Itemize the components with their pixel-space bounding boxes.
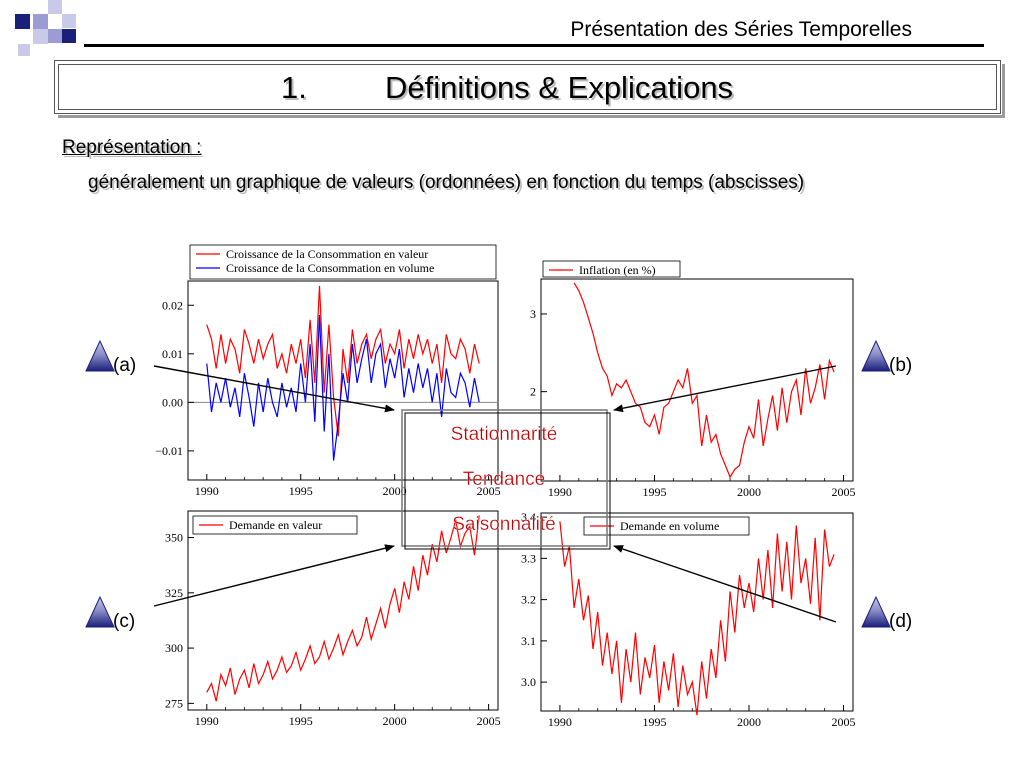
pyramid-icon [85,595,115,628]
pyramid-icon [861,339,891,372]
label-b: (b) [861,339,912,376]
center-box: Stationnarité Tendance Saisonnalité [401,409,611,550]
label-d-text: (d) [889,611,912,632]
header-title: Présentation des Séries Temporelles [570,18,912,41]
slide-title: Définitions & Explications [385,70,734,105]
y-tick-label: 3.0 [521,675,536,689]
x-tick-label: 1995 [289,484,313,498]
x-tick-label: 1995 [642,715,666,729]
x-tick-label: 2000 [737,715,761,729]
y-tick-label: 0.02 [162,298,183,312]
section-description: généralement un graphique de valeurs (or… [88,172,805,193]
center-box-item-tendance: Tendance [463,469,545,490]
arrows [153,365,837,623]
y-tick-label: 300 [165,641,183,655]
slide-number: 1. [281,70,307,105]
label-c-text: (c) [113,611,135,632]
x-tick-label: 2005 [832,485,856,499]
legend-box [189,244,497,280]
center-box-item-saisonnalite: Saisonnalité [452,514,556,535]
arrow-d [613,545,837,623]
series-line-b-0 [573,282,835,479]
y-tick-label: 3 [530,307,536,321]
label-c: (c) [85,595,135,632]
chart-a: 1990 1995 2000 2005 −0.01 0.00 0.01 0.02 Croissa… [155,244,501,498]
legend-entry: Demande en volume [620,519,719,533]
x-tick-label: 2005 [477,714,501,728]
legend-box [192,515,358,535]
y-tick-label: 0.01 [162,347,183,361]
legend-entry: Inflation (en %) [579,263,656,277]
x-tick-label: 1990 [195,484,219,498]
x-tick-label: 2000 [383,714,407,728]
label-b-text: (b) [889,355,912,376]
x-tick-label: 1990 [195,714,219,728]
label-a-text: (a) [113,355,136,376]
label-a: (a) [85,339,136,376]
x-tick-label: 1990 [548,485,572,499]
x-tick-label: 1990 [548,715,572,729]
chart-b: 1990 1995 2000 2005 2 3 Inflation (en %) [530,260,856,499]
series-line-a-1 [206,314,480,461]
arrow-a [153,365,395,413]
legend-entry: Demande en valeur [229,518,322,532]
series-line-c-0 [206,515,480,702]
title-box [53,59,1002,115]
x-tick-label: 2005 [477,484,501,498]
center-box-item-stationnarite: Stationnarité [451,424,558,445]
legend-entry: Croissance de la Consommation en volume [226,261,434,275]
x-tick-label: 2000 [737,485,761,499]
series-line-d-0 [559,521,835,716]
plot-frame [187,280,499,481]
y-tick-label: 3.2 [521,593,536,607]
legend-entry: Croissance de la Consommation en valeur [226,247,428,261]
label-d: (d) [861,595,912,632]
y-tick-label: 275 [165,696,183,710]
chart-d: 1990 1995 2000 2005 3.0 3.1 3.2 3.3 3.4 Demande e… [521,510,856,729]
y-tick-label: 350 [165,531,183,545]
y-tick-label: 3.1 [521,634,536,648]
x-tick-label: 2005 [832,715,856,729]
y-tick-label: 325 [165,586,183,600]
y-tick-label: −0.01 [155,444,183,458]
legend-box [542,260,681,278]
series-line-a-0 [206,285,480,437]
y-tick-label: 2 [530,385,536,399]
arrow-c [153,544,395,607]
arrow-b [613,365,837,413]
chart-c: 1990 1995 2000 2005 275 300 325 350 Demande en v… [165,510,501,728]
pyramid-icon [85,339,115,372]
legend-box [583,516,750,536]
pyramid-icon [861,595,891,628]
y-tick-label: 0.00 [162,395,183,409]
y-tick-label: 3.4 [521,510,536,524]
section-label: Représentation : [62,137,202,158]
plot-frame [187,510,499,711]
plot-frame [540,278,854,482]
header-rule [84,44,984,47]
x-tick-label: 1995 [642,485,666,499]
x-tick-label: 1995 [289,714,313,728]
y-tick-label: 3.3 [521,551,536,565]
x-tick-label: 2000 [383,484,407,498]
